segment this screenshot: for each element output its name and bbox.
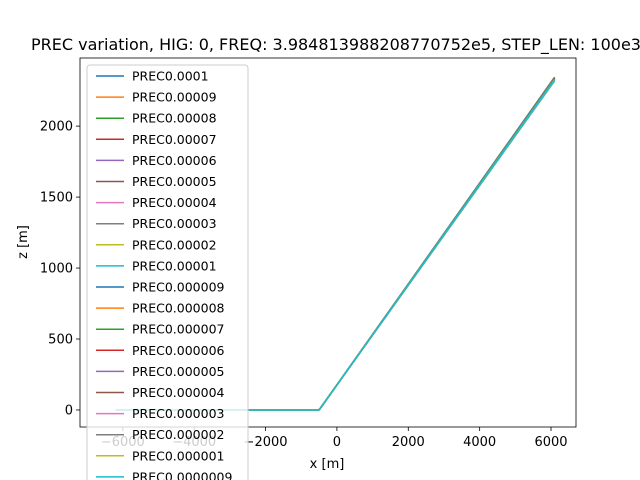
- legend-label-7: PREC0.00003: [132, 216, 217, 231]
- legend-label-12: PREC0.000007: [132, 322, 225, 337]
- legend-label-3: PREC0.00007: [132, 132, 217, 147]
- legend-label-11: PREC0.000008: [132, 301, 225, 316]
- legend-label-18: PREC0.000001: [132, 448, 225, 463]
- legend-label-9: PREC0.00001: [132, 258, 217, 273]
- y-axis-label: z [m]: [16, 225, 31, 259]
- y-tick-label: 0: [65, 403, 73, 418]
- x-tick-label: −2000: [244, 435, 288, 450]
- legend: PREC0.0001 PREC0.00009 PREC0.00008 PREC0.00…: [86, 64, 249, 480]
- x-tick-label: 0: [333, 435, 341, 450]
- legend-label-5: PREC0.00005: [132, 174, 217, 189]
- chart-title: PREC variation, HIG: 0, FREQ: 3.98481398…: [31, 35, 640, 55]
- legend-label-0: PREC0.0001: [132, 69, 209, 84]
- legend-label-13: PREC0.000006: [132, 343, 225, 358]
- legend-label-17: PREC0.000002: [132, 427, 225, 442]
- legend-label-14: PREC0.000005: [132, 364, 225, 379]
- x-tick-label: 2000: [392, 435, 425, 450]
- x-tick-label: 4000: [463, 435, 496, 450]
- legend-label-16: PREC0.000003: [132, 406, 225, 421]
- legend-label-8: PREC0.00002: [132, 237, 217, 252]
- legend-label-4: PREC0.00006: [132, 153, 217, 168]
- x-tick-label: 6000: [534, 435, 567, 450]
- legend-label-6: PREC0.00004: [132, 195, 217, 210]
- legend-label-1: PREC0.00009: [132, 90, 217, 105]
- y-tick-label: 1500: [40, 191, 73, 206]
- x-axis-label: x [m]: [310, 457, 345, 472]
- legend-label-2: PREC0.00008: [132, 111, 217, 126]
- legend-box: [86, 64, 249, 480]
- y-tick-label: 2000: [40, 120, 73, 135]
- y-tick-label: 500: [48, 333, 73, 348]
- legend-label-15: PREC0.000004: [132, 385, 225, 400]
- axes-frame: [79, 57, 577, 428]
- legend-label-19: PREC0.0000009: [132, 469, 232, 480]
- y-tick-label: 1000: [40, 262, 73, 277]
- legend-label-10: PREC0.000009: [132, 280, 225, 295]
